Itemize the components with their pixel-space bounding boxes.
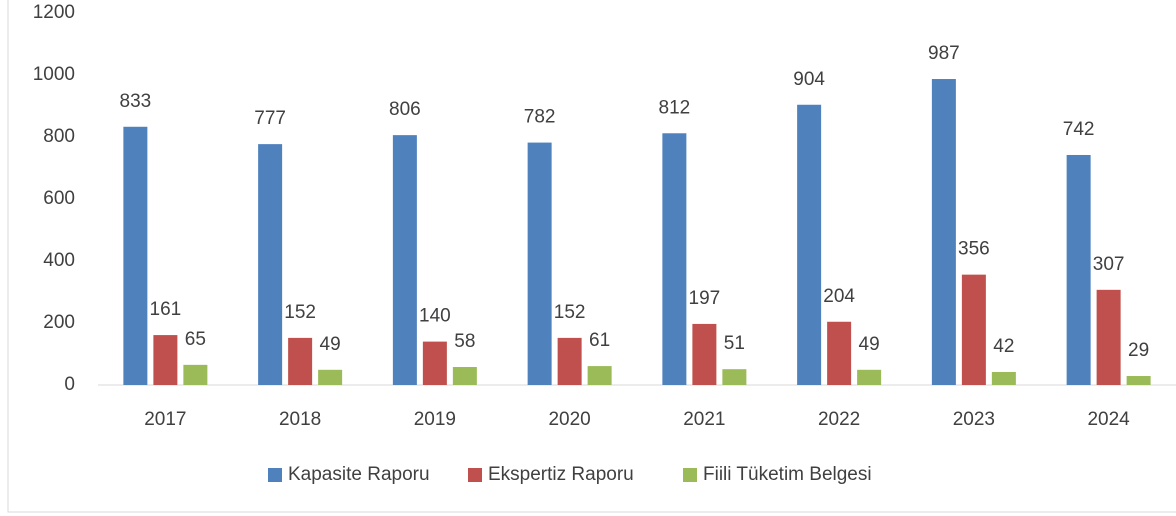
data-label: 812 bbox=[659, 97, 691, 118]
bar bbox=[1126, 376, 1151, 385]
data-label: 806 bbox=[389, 99, 421, 120]
bar bbox=[557, 337, 582, 385]
y-tick-label: 200 bbox=[43, 312, 75, 333]
bar bbox=[961, 274, 986, 385]
data-label: 833 bbox=[120, 91, 152, 112]
data-label: 987 bbox=[928, 43, 960, 64]
bar bbox=[1066, 154, 1091, 385]
data-label: 29 bbox=[1128, 340, 1149, 361]
legend-swatch bbox=[268, 468, 282, 482]
x-tick-label: 2017 bbox=[144, 409, 186, 430]
data-label: 161 bbox=[150, 299, 182, 320]
y-tick-label: 400 bbox=[43, 250, 75, 271]
x-tick-label: 2023 bbox=[953, 409, 995, 430]
bar bbox=[153, 335, 178, 385]
legend-label: Kapasite Raporu bbox=[288, 464, 430, 485]
data-label: 51 bbox=[724, 333, 745, 354]
bar bbox=[183, 364, 208, 385]
y-tick-label: 800 bbox=[43, 126, 75, 147]
data-label: 140 bbox=[419, 306, 451, 327]
data-label: 904 bbox=[793, 69, 825, 90]
data-label: 42 bbox=[993, 336, 1014, 357]
data-label: 61 bbox=[589, 330, 610, 351]
bar bbox=[288, 337, 313, 385]
bar bbox=[662, 133, 687, 385]
data-label: 65 bbox=[185, 329, 206, 350]
data-label: 58 bbox=[454, 331, 475, 352]
data-label: 152 bbox=[554, 302, 586, 323]
x-tick-label: 2021 bbox=[683, 409, 725, 430]
y-tick-label: 1200 bbox=[33, 2, 75, 23]
bar bbox=[991, 371, 1016, 385]
data-label: 204 bbox=[823, 286, 855, 307]
legend-label: Fiili Tüketim Belgesi bbox=[703, 464, 872, 485]
bar bbox=[692, 323, 717, 385]
data-label: 777 bbox=[254, 108, 286, 129]
bar bbox=[722, 369, 747, 385]
data-label: 356 bbox=[958, 239, 990, 260]
data-label: 197 bbox=[689, 288, 721, 309]
bar bbox=[797, 104, 822, 385]
data-label: 742 bbox=[1063, 119, 1095, 140]
x-tick-label: 2020 bbox=[548, 409, 590, 430]
bar bbox=[827, 321, 852, 385]
bar bbox=[422, 341, 447, 385]
x-tick-label: 2024 bbox=[1087, 409, 1130, 430]
bar bbox=[123, 126, 148, 386]
chart-border bbox=[7, 0, 1176, 513]
y-tick-label: 0 bbox=[64, 374, 75, 395]
bar bbox=[931, 79, 956, 385]
x-tick-label: 2019 bbox=[414, 409, 456, 430]
x-tick-label: 2022 bbox=[818, 409, 860, 430]
data-label: 782 bbox=[524, 107, 556, 128]
legend-swatch bbox=[468, 468, 482, 482]
bar bbox=[527, 142, 552, 385]
bar bbox=[318, 369, 343, 385]
data-label: 152 bbox=[284, 302, 316, 323]
y-tick-label: 1000 bbox=[33, 64, 75, 85]
data-label: 49 bbox=[859, 334, 880, 355]
bar bbox=[1096, 289, 1121, 385]
x-tick-label: 2018 bbox=[279, 409, 321, 430]
data-label: 49 bbox=[320, 334, 341, 355]
bar bbox=[587, 366, 612, 385]
bar bbox=[258, 144, 283, 385]
bar bbox=[857, 369, 882, 385]
bar bbox=[392, 135, 417, 385]
bar bbox=[452, 367, 477, 385]
y-tick-label: 600 bbox=[43, 188, 75, 209]
legend-swatch bbox=[683, 468, 697, 482]
data-label: 307 bbox=[1093, 254, 1125, 275]
legend-label: Ekspertiz Raporu bbox=[488, 464, 634, 485]
